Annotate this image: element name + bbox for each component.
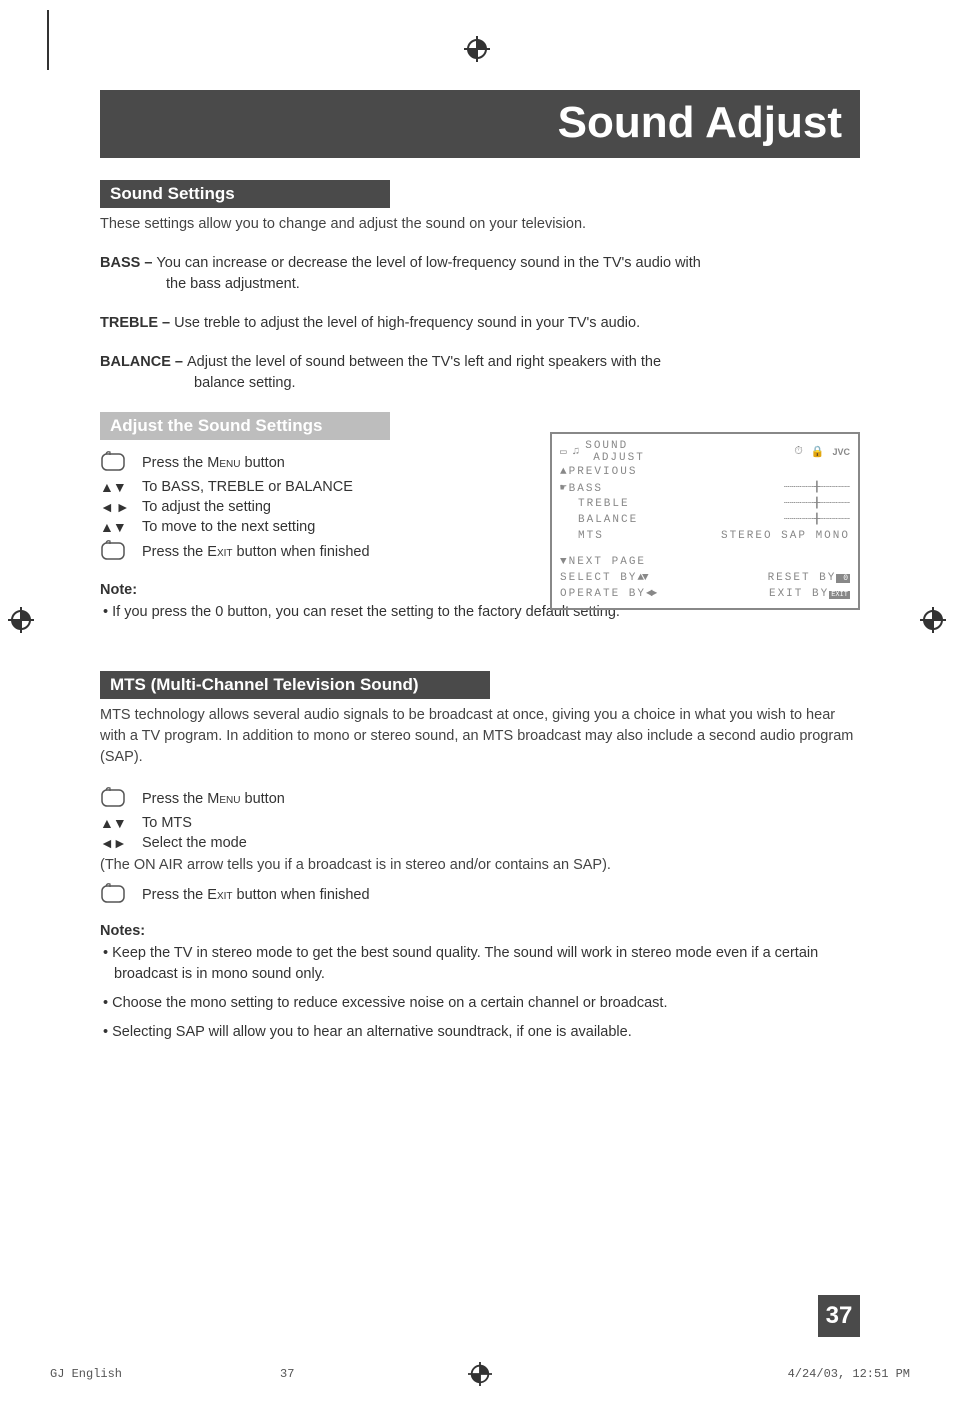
crop-mark-line — [47, 10, 49, 70]
balance-text-line2: balance setting. — [100, 373, 860, 394]
mts-paren-note: (The ON AIR arrow tells you if a broadca… — [100, 855, 860, 876]
osd-treble: TREBLE — [560, 498, 630, 510]
step-text: To MTS — [142, 815, 192, 831]
osd-operate: OPERATE BY — [560, 588, 646, 600]
osd-header: ▭ ♫ SOUND ADJUST ⏱ 🔒 JVC — [560, 440, 850, 464]
osd-title-adjust: ADJUST — [585, 452, 645, 464]
slider-icon: ┄┄┄┄┄╂┄┄┄┄┄ — [784, 482, 850, 494]
up-down-box-icon: ▲▼ — [637, 572, 646, 584]
mts-intro: MTS technology allows several audio sign… — [100, 705, 860, 768]
up-down-arrows-icon: ▲▼ — [100, 815, 142, 831]
footer-right: 4/24/03, 12:51 PM — [788, 1367, 910, 1381]
treble-setting-block: TREBLE – Use treble to adjust the level … — [100, 313, 860, 334]
menu-button-icon — [100, 450, 142, 475]
step-row: Press the Exit button when finished — [100, 882, 860, 907]
section-sound-settings-header: Sound Settings — [100, 180, 390, 208]
registration-mark-top-icon — [464, 36, 490, 62]
treble-label: TREBLE – — [100, 315, 174, 331]
zero-box-icon: 0 — [836, 574, 850, 583]
step-text: Press the Exit button when finished — [142, 887, 370, 903]
exit-box-icon: EXIT — [829, 591, 850, 599]
registration-mark-bottom-icon — [468, 1362, 492, 1386]
left-right-arrows-icon: ◄ ► — [100, 499, 142, 515]
osd-mts-opts: STEREO SAP MONO — [721, 530, 850, 542]
step-text: To adjust the setting — [142, 499, 271, 515]
osd-bass: BASS — [569, 483, 603, 495]
note-item: Selecting SAP will allow you to hear an … — [100, 1022, 860, 1043]
bass-label: BASS – — [100, 255, 156, 271]
footer-left: GJ English — [50, 1367, 122, 1381]
osd-reset: RESET BY — [768, 572, 837, 584]
slider-icon: ┄┄┄┄┄╂┄┄┄┄┄ — [784, 498, 850, 510]
mts-steps-list: Press the Menu button ▲▼ To MTS ◄► Selec… — [100, 786, 520, 851]
treble-text-line1: Use treble to adjust the level of high-f… — [174, 315, 640, 331]
step-text: To BASS, TREBLE or BALANCE — [142, 479, 353, 495]
slider-icon: ┄┄┄┄┄╂┄┄┄┄┄ — [784, 514, 850, 526]
step-row: ◄► Select the mode — [100, 835, 520, 851]
jvc-logo: JVC — [832, 447, 850, 457]
osd-next-page: NEXT PAGE — [569, 556, 646, 568]
step-text: Select the mode — [142, 835, 247, 851]
page-content: Sound Adjust Sound Settings These settin… — [100, 90, 860, 1051]
registration-mark-right-icon — [920, 607, 946, 633]
step-row: ▲▼ To move to the next setting — [100, 519, 520, 535]
osd-title-sound: SOUND — [585, 440, 645, 452]
osd-panel: ▭ ♫ SOUND ADJUST ⏱ 🔒 JVC ▲PREVIOUS ☛BASS… — [550, 432, 860, 610]
up-down-arrows-icon: ▲▼ — [100, 519, 142, 535]
menu-button-icon — [100, 786, 142, 811]
notes-heading: Notes: — [100, 923, 860, 939]
sound-settings-intro: These settings allow you to change and a… — [100, 214, 860, 235]
music-note-icon: ♫ — [573, 446, 580, 458]
menu-button-icon — [100, 882, 142, 907]
osd-balance: BALANCE — [560, 514, 638, 526]
up-down-arrows-icon: ▲▼ — [100, 479, 142, 495]
step-row: ▲▼ To MTS — [100, 815, 520, 831]
footer: GJ English 37 4/24/03, 12:51 PM — [50, 1367, 910, 1381]
step-text: Press the Menu button — [142, 791, 285, 807]
adjust-steps-list: Press the Menu button ▲▼ To BASS, TREBLE… — [100, 450, 520, 564]
balance-setting-block: BALANCE – Adjust the level of sound betw… — [100, 352, 860, 394]
step-row: ◄ ► To adjust the setting — [100, 499, 520, 515]
menu-button-icon — [100, 539, 142, 564]
osd-exit: EXIT BY — [769, 588, 829, 600]
osd-select: SELECT BY — [560, 572, 637, 584]
timer-icon: ⏱ — [794, 446, 803, 458]
left-right-box-icon: ◄► — [646, 588, 655, 600]
page-title: Sound Adjust — [100, 90, 860, 158]
bass-text-line1: You can increase or decrease the level o… — [156, 255, 700, 271]
step-row: ▲▼ To BASS, TREBLE or BALANCE — [100, 479, 520, 495]
registration-mark-left-icon — [8, 607, 34, 633]
step-text: Press the Menu button — [142, 455, 285, 471]
osd-mts: MTS — [560, 530, 604, 542]
bass-text-line2: the bass adjustment. — [100, 274, 860, 295]
step-text: Press the Exit button when finished — [142, 544, 370, 560]
note-item: Keep the TV in stereo mode to get the be… — [100, 943, 860, 985]
lock-icon: 🔒 — [811, 445, 825, 459]
left-right-arrows-icon: ◄► — [100, 835, 142, 851]
balance-label: BALANCE – — [100, 354, 187, 370]
step-row: Press the Menu button — [100, 786, 520, 811]
balance-text-line1: Adjust the level of sound between the TV… — [187, 354, 661, 370]
bass-setting-block: BASS – You can increase or decrease the … — [100, 253, 860, 295]
section-adjust-header: Adjust the Sound Settings — [100, 412, 390, 440]
tv-screen-icon: ▭ — [560, 445, 567, 459]
step-row: Press the Menu button — [100, 450, 520, 475]
section-mts-header: MTS (Multi-Channel Television Sound) — [100, 671, 490, 699]
osd-previous: PREVIOUS — [569, 466, 638, 478]
footer-page-number: 37 — [280, 1367, 294, 1381]
step-text: To move to the next setting — [142, 519, 315, 535]
step-row: Press the Exit button when finished — [100, 539, 520, 564]
note-item: Choose the mono setting to reduce excess… — [100, 993, 860, 1014]
page-number: 37 — [818, 1295, 860, 1337]
